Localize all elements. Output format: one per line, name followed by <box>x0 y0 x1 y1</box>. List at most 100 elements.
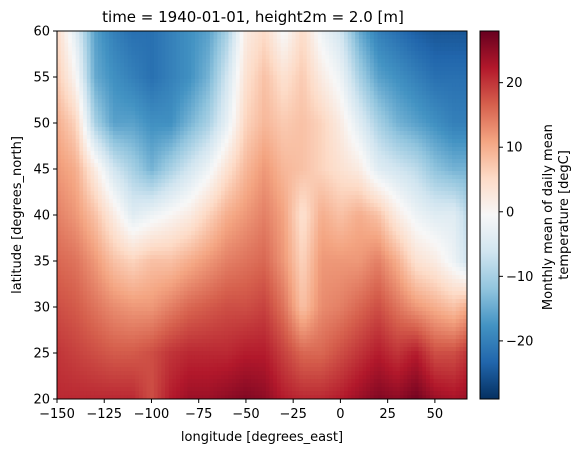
heatmap-cell <box>206 91 211 96</box>
heatmap-cell <box>157 139 162 144</box>
heatmap-cell <box>422 115 427 120</box>
heatmap-cell <box>344 171 349 176</box>
heatmap-cell <box>250 91 256 96</box>
heatmap-cell <box>161 151 166 156</box>
heatmap-cell <box>86 143 92 148</box>
heatmap-cell <box>172 203 177 208</box>
heatmap-cell <box>187 203 192 208</box>
heatmap-cell <box>198 195 203 200</box>
heatmap-cell <box>448 107 453 112</box>
heatmap-cell <box>418 107 423 112</box>
heatmap-cell <box>355 167 360 172</box>
heatmap-cell <box>60 155 66 160</box>
heatmap-cell <box>452 139 457 144</box>
heatmap-cell <box>403 103 408 108</box>
heatmap-cell <box>295 155 300 160</box>
heatmap-cell <box>168 43 174 48</box>
heatmap-cell <box>414 67 420 72</box>
heatmap-cell <box>347 103 353 108</box>
heatmap-cell <box>396 139 401 144</box>
heatmap-cell <box>180 187 185 192</box>
heatmap-cell <box>68 147 73 152</box>
heatmap-cell <box>157 187 162 192</box>
heatmap-cell <box>124 127 129 132</box>
heatmap-cell <box>433 127 438 132</box>
heatmap-cell <box>407 123 412 128</box>
heatmap-cell <box>452 75 457 80</box>
heatmap-cell <box>262 39 267 44</box>
heatmap-cell <box>213 139 218 144</box>
heatmap-cell <box>202 167 207 172</box>
heatmap-cell <box>396 123 401 128</box>
heatmap-cell <box>310 155 315 160</box>
heatmap-cell <box>422 171 427 176</box>
heatmap-cell <box>254 199 259 204</box>
heatmap-cell <box>262 75 267 80</box>
heatmap-cell <box>265 111 271 116</box>
heatmap-cell <box>131 207 136 212</box>
heatmap-cell <box>202 199 207 204</box>
heatmap-cell <box>426 131 431 136</box>
heatmap-cell <box>329 179 334 184</box>
heatmap-cell <box>168 87 174 92</box>
heatmap-cell <box>239 207 244 212</box>
heatmap-cell <box>112 163 118 168</box>
heatmap-cell <box>385 167 390 172</box>
heatmap-cell <box>332 147 338 152</box>
heatmap-cell <box>411 71 416 76</box>
heatmap-cell <box>83 187 88 192</box>
heatmap-cell <box>98 211 103 216</box>
heatmap-cell <box>444 59 449 64</box>
heatmap-cell <box>57 123 62 128</box>
heatmap-cell <box>295 143 300 148</box>
heatmap-cell <box>422 35 427 40</box>
heatmap-cell <box>265 31 271 36</box>
heatmap-cell <box>325 187 330 192</box>
heatmap-cell <box>381 131 386 136</box>
heatmap-cell <box>299 47 304 52</box>
heatmap-cell <box>217 123 222 128</box>
heatmap-cell <box>235 111 241 116</box>
heatmap-cell <box>433 103 438 108</box>
heatmap-cell <box>344 87 349 92</box>
heatmap-cell <box>370 175 375 180</box>
heatmap-cell <box>407 107 412 112</box>
heatmap-cell <box>224 207 230 212</box>
heatmap-cell <box>176 31 181 36</box>
heatmap-cell <box>127 179 133 184</box>
heatmap-cell <box>105 159 110 164</box>
heatmap-cell <box>221 71 226 76</box>
heatmap-cell <box>392 99 397 104</box>
heatmap-cell <box>440 39 446 44</box>
heatmap-cell <box>407 91 412 96</box>
heatmap-cell <box>444 143 449 148</box>
heatmap-cell <box>224 39 230 44</box>
heatmap-cell <box>139 79 144 84</box>
heatmap-cell <box>377 119 382 124</box>
heatmap-cell <box>392 187 397 192</box>
heatmap-cell <box>310 47 315 52</box>
heatmap-cell <box>68 179 73 184</box>
heatmap-cell <box>64 211 69 216</box>
heatmap-cell <box>276 191 282 196</box>
heatmap-cell <box>135 107 140 112</box>
heatmap-cell <box>135 67 140 72</box>
heatmap-cell <box>68 107 73 112</box>
heatmap-cell <box>373 119 379 124</box>
heatmap-cell <box>314 87 319 92</box>
heatmap-cell <box>411 39 416 44</box>
heatmap-cell <box>198 71 203 76</box>
heatmap-cell <box>194 35 200 40</box>
heatmap-cell <box>288 143 293 148</box>
heatmap-cell <box>321 87 326 92</box>
heatmap-cell <box>426 183 431 188</box>
heatmap-cell <box>258 55 263 60</box>
heatmap-cell <box>325 47 330 52</box>
heatmap-cell <box>232 127 237 132</box>
heatmap-cell <box>388 75 394 80</box>
heatmap-cell <box>336 47 341 52</box>
heatmap-cell <box>414 171 420 176</box>
heatmap-cell <box>101 95 107 100</box>
heatmap-cell <box>105 171 110 176</box>
heatmap-cell <box>429 171 435 176</box>
